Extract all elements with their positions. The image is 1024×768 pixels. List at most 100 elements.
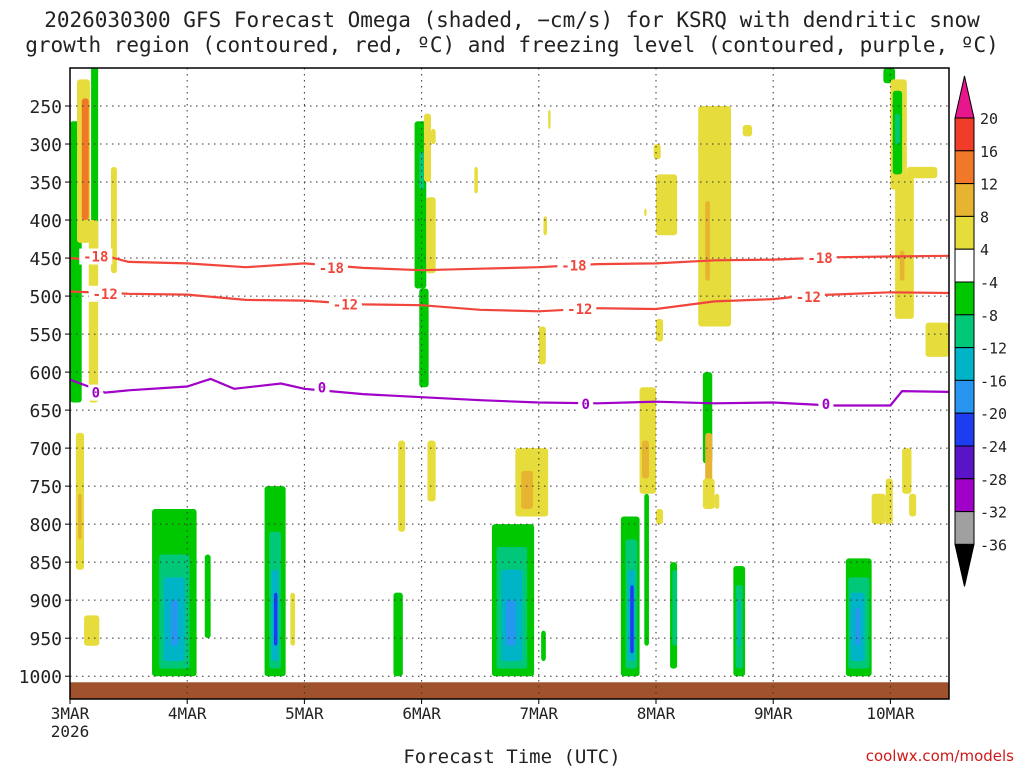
y-tick-label: 650	[29, 401, 62, 422]
x-axis-label: Forecast Time (UTC)	[403, 746, 621, 768]
omega-cell	[656, 508, 664, 525]
contour-label: -18	[319, 261, 344, 277]
plot-frame	[69, 67, 950, 700]
omega-cell	[702, 478, 715, 509]
omega-cell	[644, 493, 649, 646]
contour-label: 0	[822, 397, 830, 413]
x-tick-label: 8MAR	[637, 704, 676, 723]
omega-cell	[906, 166, 938, 179]
omega-cell	[543, 216, 548, 236]
x-tick-label: 9MAR	[754, 704, 793, 723]
omega-cell	[521, 470, 533, 509]
x-tick-label: 6MAR	[402, 704, 441, 723]
omega-cell	[88, 220, 99, 403]
omega-cell	[644, 208, 647, 217]
omega-cell	[909, 493, 917, 517]
omega-cell	[885, 478, 893, 525]
y-tick-label: 700	[29, 439, 62, 460]
contour-label-bg	[563, 300, 597, 317]
contour-label-bg	[328, 296, 362, 313]
omega-cell	[423, 113, 431, 183]
x-tick-label: 4MAR	[168, 704, 207, 723]
contour-label-bg	[314, 379, 330, 396]
colorbar-swatch	[954, 117, 975, 152]
omega-cell	[548, 109, 551, 129]
omega-cell	[641, 440, 649, 479]
contour-label: -12	[333, 297, 358, 313]
contour-label: -18	[561, 259, 586, 275]
contour-label-bg	[791, 288, 825, 305]
omega-cell	[656, 174, 678, 236]
omega-cell	[430, 128, 436, 145]
omega-cell	[170, 600, 178, 646]
colorbar-level-label: -28	[980, 471, 1007, 489]
omega-cell	[273, 592, 278, 646]
contour-label: 0	[92, 386, 100, 402]
y-tick-label: 500	[29, 287, 62, 308]
colorbar-swatch	[954, 314, 975, 349]
colorbar: 20 16 12 8 4 -4 -8 -12 -16 -20 -24 -28 -32 -36	[954, 75, 1007, 587]
y-tick-label: 350	[29, 173, 62, 194]
omega-cell	[505, 600, 516, 646]
omega-shading-layer	[70, 68, 949, 699]
omega-cell	[78, 493, 82, 540]
contour-label-bg	[818, 396, 834, 413]
omega-cell	[426, 197, 436, 274]
contour-label: -12	[796, 290, 821, 306]
omega-cell	[871, 493, 886, 525]
colorbar-swatch	[954, 347, 975, 381]
colorbar-swatch	[954, 281, 975, 316]
contour-label-bg	[578, 396, 594, 413]
colorbar-level-label: -36	[980, 536, 1007, 554]
omega-cell	[541, 630, 546, 661]
omega-cell	[538, 326, 546, 365]
omega-cell	[698, 106, 732, 327]
x-year-label: 2026	[51, 722, 90, 741]
colorbar-swatch	[954, 248, 975, 283]
contour-label-bg	[314, 259, 348, 276]
contour-label: -12	[567, 302, 592, 318]
y-tick-label: 400	[29, 211, 62, 232]
contour-label-bg	[88, 285, 122, 302]
y-tick-label: 800	[29, 515, 62, 536]
colorbar-level-label: 8	[980, 208, 989, 226]
omega-cell	[899, 250, 905, 281]
omega-cell	[672, 569, 678, 646]
contour-label-layer: -18 -18 -18 -18 -12 -12 -12 -12 0 0 0 0	[79, 248, 837, 413]
omega-cell	[738, 600, 741, 646]
omega-cell	[925, 322, 949, 357]
omega-cell	[474, 166, 478, 194]
omega-cell	[648, 417, 656, 464]
omega-cell	[419, 288, 429, 388]
surface-band	[70, 682, 949, 699]
x-axis: 3MAR 4MAR 5MAR 6MAR 7MAR 8MAR 9MAR 10MAR 2026	[51, 699, 915, 741]
colorbar-level-label: -24	[980, 438, 1007, 456]
colorbar-level-label: 4	[980, 241, 989, 259]
y-tick-label: 300	[29, 135, 62, 156]
colorbar-swatch	[954, 511, 975, 545]
omega-cell	[91, 68, 99, 251]
colorbar-swatch	[954, 412, 975, 447]
y-tick-label: 250	[29, 97, 62, 118]
omega-cell	[895, 174, 914, 319]
omega-cell	[204, 554, 211, 639]
omega-cell	[427, 440, 436, 502]
colorbar-level-label: -32	[980, 504, 1007, 522]
y-tick-label: 1000	[19, 667, 62, 688]
omega-cell	[81, 98, 89, 221]
colorbar-swatch	[954, 183, 975, 217]
x-tick-label: 7MAR	[520, 704, 559, 723]
colorbar-swatch	[954, 379, 975, 414]
omega-cell	[630, 584, 634, 654]
colorbar-swatch	[954, 445, 975, 480]
contour--18	[70, 254, 949, 272]
omega-cell	[902, 448, 912, 494]
colorbar-bottom-arrow	[954, 543, 975, 587]
omega-cell	[705, 201, 710, 281]
contour-label-bg	[88, 384, 104, 401]
chart-title-line-1: 2026030300 GFS Forecast Omega (shaded, −…	[44, 8, 980, 32]
omega-cell	[702, 144, 727, 152]
colorbar-top-arrow	[954, 75, 975, 119]
x-tick-label: 3MAR	[51, 704, 90, 723]
